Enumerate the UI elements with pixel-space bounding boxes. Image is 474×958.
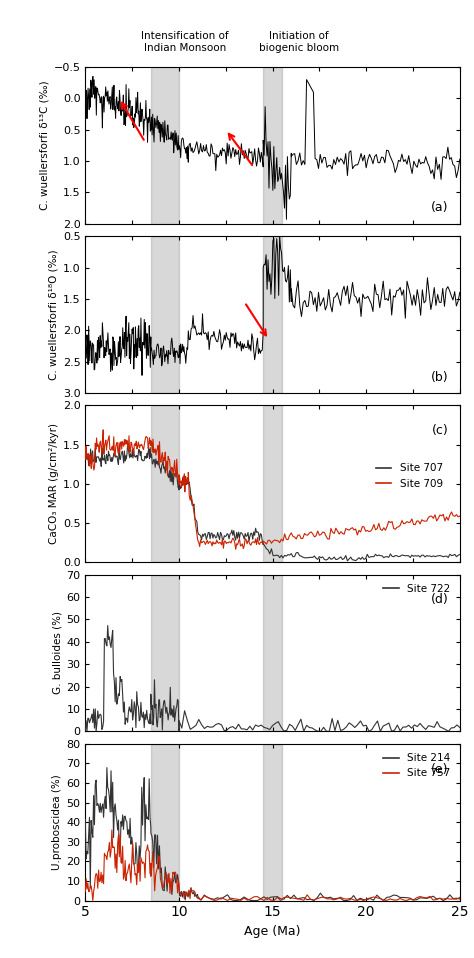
Y-axis label: G. bulloides (%): G. bulloides (%) — [52, 611, 62, 695]
Y-axis label: CaCO₃ MAR (g/cm²/kyr): CaCO₃ MAR (g/cm²/kyr) — [48, 423, 59, 544]
Text: (e): (e) — [431, 763, 448, 776]
Y-axis label: C. wuellersforfi δ¹³C (‰): C. wuellersforfi δ¹³C (‰) — [39, 80, 49, 210]
Text: (b): (b) — [431, 371, 448, 383]
Bar — [151, 67, 179, 224]
Legend: Site 722: Site 722 — [379, 580, 455, 598]
Bar — [263, 237, 282, 393]
Legend: Site 707, Site 709: Site 707, Site 709 — [372, 459, 447, 492]
Legend: Site 214, Site 757: Site 214, Site 757 — [379, 749, 455, 783]
Text: (d): (d) — [431, 593, 448, 606]
Bar — [263, 405, 282, 562]
Y-axis label: C. wuellersforfi δ¹⁸O (‰): C. wuellersforfi δ¹⁸O (‰) — [48, 249, 59, 380]
Bar — [151, 405, 179, 562]
Bar — [263, 67, 282, 224]
Bar — [263, 575, 282, 731]
Bar — [263, 743, 282, 901]
Bar — [151, 743, 179, 901]
Text: Intensification of
Indian Monsoon: Intensification of Indian Monsoon — [141, 31, 228, 53]
Bar — [151, 575, 179, 731]
Text: Initiation of
biogenic bloom: Initiation of biogenic bloom — [258, 31, 339, 53]
Text: (a): (a) — [431, 201, 448, 215]
Y-axis label: U.proboscidea (%): U.proboscidea (%) — [52, 774, 62, 870]
Bar — [151, 237, 179, 393]
Text: (c): (c) — [432, 424, 448, 437]
X-axis label: Age (Ma): Age (Ma) — [244, 924, 301, 938]
